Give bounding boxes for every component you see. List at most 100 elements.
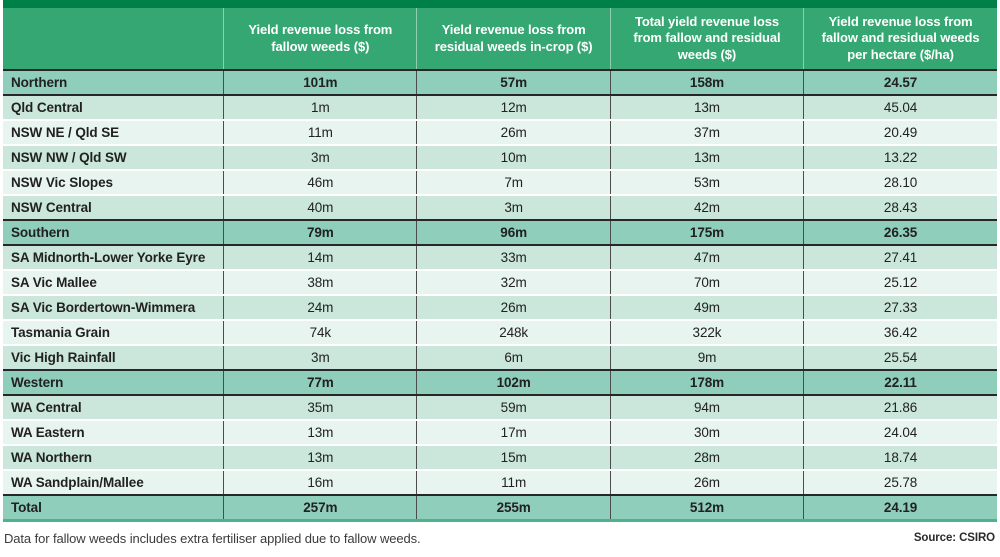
source-credit: Source: CSIRO — [913, 532, 995, 545]
value-cell: 175m — [609, 220, 804, 245]
value-cell: 47m — [609, 245, 804, 270]
region-cell: WA Eastern — [11, 425, 85, 440]
value-cell: 6m — [416, 345, 611, 370]
region-cell: WA Sandplain/Mallee — [11, 475, 144, 490]
value-cell: 94m — [609, 395, 804, 420]
value-cell: 24.19 — [803, 495, 997, 520]
table-header: Yield revenue loss from fallow weeds ($)… — [3, 8, 997, 70]
table-row: SA Midnorth-Lower Yorke Eyre 14m 33m 47m 27.… — [3, 245, 997, 270]
value-cell: 13m — [223, 445, 417, 470]
value-cell: 24m — [223, 295, 417, 320]
region-cell: WA Northern — [11, 450, 92, 465]
value-cell: 13m — [609, 95, 804, 120]
value-cell: 40m — [223, 195, 417, 220]
value-cell: 36.42 — [803, 320, 997, 345]
region-cell: SA Vic Mallee — [11, 275, 97, 290]
value-cell: 255m — [416, 495, 611, 520]
region-cell: Southern — [11, 225, 70, 240]
value-cell: 28.43 — [803, 195, 997, 220]
value-cell: 9m — [609, 345, 804, 370]
value-cell: 7m — [416, 170, 611, 195]
value-cell: 13.22 — [803, 145, 997, 170]
column-header: Total yield revenue loss from fallow and… — [609, 8, 804, 70]
value-cell: 102m — [416, 370, 611, 395]
value-cell: 101m — [223, 70, 417, 95]
region-cell: NSW NW / Qld SW — [11, 150, 127, 165]
region-cell: Vic High Rainfall — [11, 350, 116, 365]
value-cell: 3m — [223, 345, 417, 370]
region-column-header — [3, 8, 224, 70]
region-cell: Western — [11, 375, 64, 390]
value-cell: 77m — [223, 370, 417, 395]
table-row: SA Vic Mallee 38m 32m 70m 25.12 — [3, 270, 997, 295]
top-accent-bar — [3, 0, 997, 8]
value-cell: 28m — [609, 445, 804, 470]
value-cell: 27.33 — [803, 295, 997, 320]
value-cell: 79m — [223, 220, 417, 245]
value-cell: 24.04 — [803, 420, 997, 445]
value-cell: 26m — [416, 295, 611, 320]
value-cell: 1m — [223, 95, 417, 120]
region-cell: NSW NE / Qld SE — [11, 125, 120, 140]
value-cell: 178m — [609, 370, 804, 395]
table-footer: Data for fallow weeds includes extra fer… — [0, 521, 1000, 557]
value-cell: 28.10 — [803, 170, 997, 195]
value-cell: 15m — [416, 445, 611, 470]
value-cell: 257m — [223, 495, 417, 520]
table-row: NSW Central 40m 3m 42m 28.43 — [3, 195, 997, 220]
value-cell: 26m — [609, 470, 804, 495]
value-cell: 49m — [609, 295, 804, 320]
value-cell: 26m — [416, 120, 611, 145]
table-row: Vic High Rainfall 3m 6m 9m 25.54 — [3, 345, 997, 370]
table-row: WA Northern 13m 15m 28m 18.74 — [3, 445, 997, 470]
value-cell: 322k — [609, 320, 804, 345]
value-cell: 14m — [223, 245, 417, 270]
value-cell: 18.74 — [803, 445, 997, 470]
value-cell: 45.04 — [803, 95, 997, 120]
yield-revenue-loss-table: Yield revenue loss from fallow weeds ($)… — [3, 8, 997, 522]
value-cell: 3m — [223, 145, 417, 170]
table-row: Qld Central 1m 12m 13m 45.04 — [3, 95, 997, 120]
value-cell: 59m — [416, 395, 611, 420]
value-cell: 74k — [223, 320, 417, 345]
value-cell: 512m — [609, 495, 804, 520]
value-cell: 30m — [609, 420, 804, 445]
region-cell: Qld Central — [11, 100, 83, 115]
table-row: NSW NE / Qld SE 11m 26m 37m 20.49 — [3, 120, 997, 145]
table-row: Western 77m 102m 178m 22.11 — [3, 370, 997, 395]
value-cell: 42m — [609, 195, 804, 220]
value-cell: 27.41 — [803, 245, 997, 270]
table-row: WA Eastern 13m 17m 30m 24.04 — [3, 420, 997, 445]
table-row: Tasmania Grain 74k 248k 322k 36.42 — [3, 320, 997, 345]
value-cell: 158m — [609, 70, 804, 95]
value-cell: 26.35 — [803, 220, 997, 245]
table-row: NSW NW / Qld SW 3m 10m 13m 13.22 — [3, 145, 997, 170]
table-row: Northern 101m 57m 158m 24.57 — [3, 70, 997, 95]
value-cell: 20.49 — [803, 120, 997, 145]
value-cell: 24.57 — [803, 70, 997, 95]
value-cell: 70m — [609, 270, 804, 295]
value-cell: 16m — [223, 470, 417, 495]
column-header: Yield revenue loss from fallow and resid… — [803, 8, 997, 70]
column-header: Yield revenue loss from residual weeds i… — [416, 8, 611, 70]
table-row: Southern 79m 96m 175m 26.35 — [3, 220, 997, 245]
region-cell: WA Central — [11, 400, 82, 415]
value-cell: 13m — [223, 420, 417, 445]
value-cell: 35m — [223, 395, 417, 420]
value-cell: 46m — [223, 170, 417, 195]
value-cell: 22.11 — [803, 370, 997, 395]
value-cell: 32m — [416, 270, 611, 295]
value-cell: 53m — [609, 170, 804, 195]
value-cell: 21.86 — [803, 395, 997, 420]
value-cell: 11m — [416, 470, 611, 495]
table-row: WA Central 35m 59m 94m 21.86 — [3, 395, 997, 420]
value-cell: 33m — [416, 245, 611, 270]
region-cell: Tasmania Grain — [11, 325, 110, 340]
value-cell: 25.12 — [803, 270, 997, 295]
table-footnote: Data for fallow weeds includes extra fer… — [4, 530, 421, 546]
value-cell: 248k — [416, 320, 611, 345]
value-cell: 37m — [609, 120, 804, 145]
value-cell: 17m — [416, 420, 611, 445]
value-cell: 10m — [416, 145, 611, 170]
